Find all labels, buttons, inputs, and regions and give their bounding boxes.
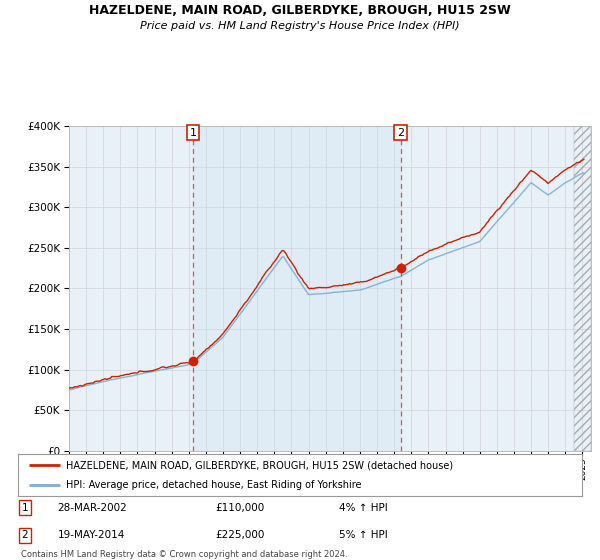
Text: £225,000: £225,000 — [215, 530, 265, 540]
Text: HPI: Average price, detached house, East Riding of Yorkshire: HPI: Average price, detached house, East… — [66, 480, 361, 490]
Text: 1: 1 — [22, 502, 28, 512]
Text: Contains HM Land Registry data © Crown copyright and database right 2024.
This d: Contains HM Land Registry data © Crown c… — [21, 550, 347, 560]
Text: HAZELDENE, MAIN ROAD, GILBERDYKE, BROUGH, HU15 2SW (detached house): HAZELDENE, MAIN ROAD, GILBERDYKE, BROUGH… — [66, 460, 453, 470]
Text: HAZELDENE, MAIN ROAD, GILBERDYKE, BROUGH, HU15 2SW: HAZELDENE, MAIN ROAD, GILBERDYKE, BROUGH… — [89, 4, 511, 17]
Text: 2: 2 — [22, 530, 28, 540]
Text: 4% ↑ HPI: 4% ↑ HPI — [340, 502, 388, 512]
Text: 1: 1 — [190, 128, 196, 138]
Text: 5% ↑ HPI: 5% ↑ HPI — [340, 530, 388, 540]
Text: 28-MAR-2002: 28-MAR-2002 — [58, 502, 127, 512]
Text: £110,000: £110,000 — [215, 502, 265, 512]
Text: 2: 2 — [397, 128, 404, 138]
Text: 19-MAY-2014: 19-MAY-2014 — [58, 530, 125, 540]
Bar — [193, 126, 401, 451]
Text: Price paid vs. HM Land Registry's House Price Index (HPI): Price paid vs. HM Land Registry's House … — [140, 21, 460, 31]
